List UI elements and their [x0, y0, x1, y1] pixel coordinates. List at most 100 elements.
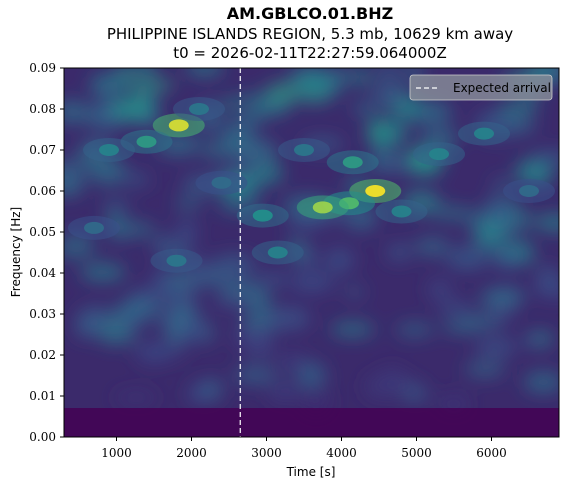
- hotspot-core: [365, 185, 386, 197]
- texture-blob: [130, 288, 172, 305]
- y-tick-label: 0.00: [29, 430, 56, 444]
- texture-blob: [264, 307, 311, 330]
- x-tick-label: 4000: [326, 446, 357, 460]
- y-tick-label: 0.05: [29, 225, 56, 239]
- texture-blob: [88, 157, 127, 186]
- texture-blob: [530, 150, 559, 166]
- texture-blob: [475, 338, 517, 357]
- hotspot-core: [267, 246, 288, 259]
- texture-blob: [79, 263, 127, 282]
- spectrogram-hotspots: [68, 97, 555, 273]
- texture-blob: [441, 320, 480, 333]
- texture-blob: [210, 298, 255, 310]
- texture-blob: [253, 98, 290, 116]
- texture-blob: [498, 102, 537, 114]
- hotspot-core: [429, 148, 449, 161]
- texture-blob: [64, 161, 87, 189]
- hotspot-core: [252, 209, 273, 222]
- y-tick-label: 0.09: [29, 61, 56, 75]
- hotspot-core: [312, 201, 333, 214]
- texture-blob: [414, 238, 450, 256]
- y-tick-label: 0.02: [29, 348, 56, 362]
- legend-label-expected-arrival: Expected arrival: [453, 81, 551, 95]
- texture-blob: [464, 362, 506, 377]
- hotspot-core: [391, 205, 412, 218]
- y-tick-label: 0.08: [29, 102, 56, 116]
- texture-blob: [364, 373, 401, 399]
- x-axis-label: Time [s]: [286, 465, 336, 479]
- texture-blob: [287, 217, 324, 230]
- texture-blob: [275, 352, 308, 371]
- y-axis-label: Frequency [Hz]: [9, 207, 23, 298]
- texture-blob: [212, 254, 257, 275]
- texture-blob: [446, 246, 489, 271]
- texture-blob: [372, 81, 408, 106]
- texture-blob: [289, 68, 329, 90]
- y-tick-label: 0.01: [29, 389, 56, 403]
- texture-blob: [486, 303, 515, 322]
- texture-blob: [123, 173, 151, 186]
- texture-blob: [135, 342, 174, 363]
- texture-blob: [503, 116, 536, 134]
- chart-t0-line: t0 = 2026-02-11T22:27:59.064000Z: [173, 44, 447, 62]
- texture-blob: [506, 214, 537, 227]
- texture-blob: [187, 384, 210, 403]
- hotspot-core: [294, 144, 314, 156]
- texture-blob: [289, 272, 335, 293]
- texture-blob: [191, 270, 224, 286]
- legend: Expected arrival: [409, 74, 553, 101]
- texture-blob: [474, 216, 509, 244]
- texture-blob: [325, 247, 354, 273]
- texture-blob: [536, 213, 559, 232]
- plot-frame: [63, 67, 560, 438]
- texture-blob: [184, 68, 225, 76]
- y-axis-ticks: 0.00 0.01 0.02 0.03 0.04 0.05 0.06 0.07 0.08 0.09: [29, 61, 64, 444]
- y-tick-label: 0.07: [29, 143, 56, 157]
- texture-blob: [121, 222, 154, 237]
- texture-blob: [523, 371, 559, 393]
- spectrogram-texture: [64, 68, 559, 417]
- texture-blob: [163, 286, 198, 306]
- texture-blob: [330, 322, 375, 337]
- hotspot-core: [342, 156, 363, 169]
- x-tick-label: 5000: [401, 446, 432, 460]
- hotspot-core: [84, 221, 104, 234]
- x-tick-label: 6000: [476, 446, 507, 460]
- hotspot-core: [474, 127, 494, 140]
- y-tick-label: 0.03: [29, 307, 56, 321]
- texture-blob: [536, 265, 559, 293]
- texture-blob: [257, 272, 289, 286]
- texture-blob: [64, 243, 96, 257]
- texture-blob: [515, 159, 553, 183]
- texture-blob: [233, 325, 275, 347]
- low-frequency-band: [64, 408, 559, 437]
- hotspot-core: [211, 176, 232, 189]
- texture-blob: [221, 97, 244, 110]
- x-tick-label: 3000: [251, 446, 282, 460]
- texture-blob: [221, 121, 254, 148]
- texture-blob: [168, 300, 198, 326]
- texture-blob: [366, 118, 391, 146]
- texture-blob: [411, 99, 453, 126]
- texture-blob: [219, 277, 260, 305]
- texture-blob: [117, 68, 134, 83]
- texture-blob: [437, 301, 473, 315]
- texture-blob: [136, 68, 155, 77]
- texture-blob: [92, 85, 118, 97]
- texture-blob: [164, 320, 187, 344]
- texture-blob: [489, 247, 531, 265]
- y-tick-label: 0.06: [29, 184, 56, 198]
- texture-blob: [428, 280, 452, 299]
- x-tick-label: 1000: [101, 446, 132, 460]
- chart-title: AM.GBLCO.01.BHZ: [226, 4, 394, 23]
- texture-blob: [432, 207, 474, 220]
- texture-blob: [351, 70, 372, 85]
- y-tick-label: 0.04: [29, 266, 56, 280]
- texture-blob: [530, 331, 554, 347]
- hotspot-core: [99, 144, 119, 156]
- texture-blob: [478, 290, 525, 307]
- texture-blob: [377, 68, 399, 79]
- texture-blob: [233, 366, 278, 384]
- texture-blob: [386, 243, 411, 261]
